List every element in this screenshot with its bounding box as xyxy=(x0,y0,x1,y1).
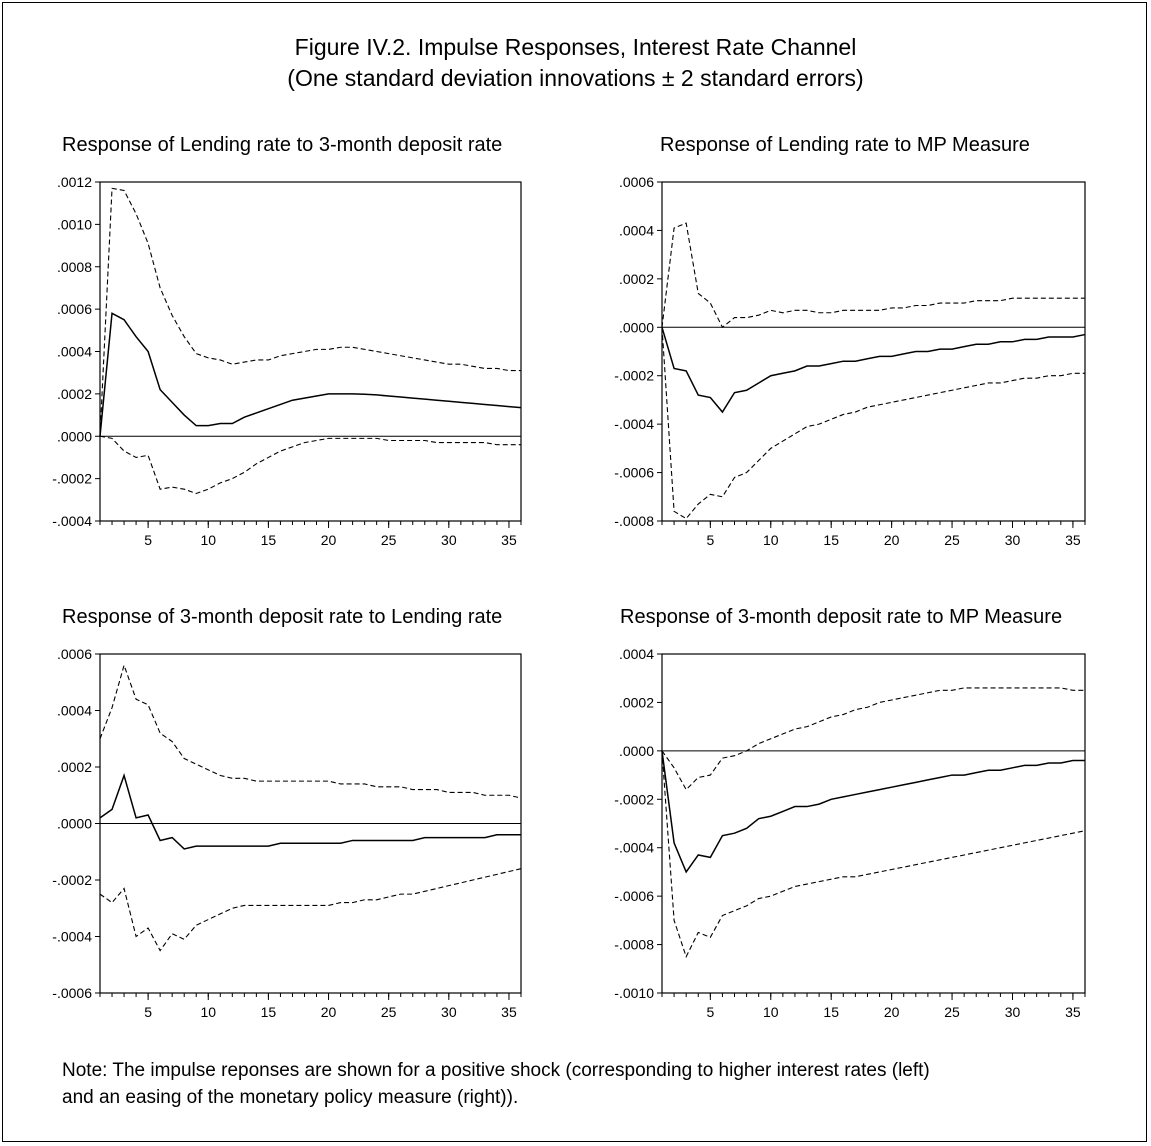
chart4-xtick-label: 30 xyxy=(1005,1004,1021,1020)
chart2-xtick-label: 20 xyxy=(884,532,900,548)
chart1-response-line xyxy=(99,312,522,437)
panel-title-1: Response of Lending rate to 3-month depo… xyxy=(62,134,503,156)
chart4-upper-band-line xyxy=(661,687,1085,791)
chart1-ytick-label: .0006 xyxy=(57,301,92,317)
chart2-upper-band-line xyxy=(661,222,1085,329)
chart1-xtick-label: 35 xyxy=(501,532,517,548)
chart2-ytick-label: -.0008 xyxy=(614,513,654,529)
chart1-ytick-label: -.0002 xyxy=(52,471,92,487)
chart4-ytick-label: -.0008 xyxy=(614,937,654,953)
chart1-xtick-label: 20 xyxy=(321,532,337,548)
figure-title-line1: Figure IV.2. Impulse Responses, Interest… xyxy=(294,34,857,60)
chart2-xtick-label: 5 xyxy=(706,532,714,548)
chart2-xtick-label: 10 xyxy=(763,532,779,548)
chart1-xtick-label: 5 xyxy=(144,532,152,548)
chart4-xtick-label: 10 xyxy=(763,1004,779,1020)
chart1-upper-band-line xyxy=(99,187,521,437)
chart2-ytick-label: -.0002 xyxy=(614,368,654,384)
chart2-lower-band-line xyxy=(661,327,1085,520)
chart3-xtick-label: 15 xyxy=(261,1004,277,1020)
figure-note: Note: The impulse reponses are shown for… xyxy=(62,1057,1142,1111)
chart3-lower-band-line xyxy=(99,868,522,952)
chart4-ytick-label: .0000 xyxy=(619,743,654,759)
chart2-xtick-label: 15 xyxy=(823,532,839,548)
chart1-ytick-label: .0000 xyxy=(57,428,92,444)
chart1-plot-frame xyxy=(99,181,522,522)
chart3-xtick-label: 35 xyxy=(501,1004,517,1020)
panel-title-4: Response of 3-month deposit rate to MP M… xyxy=(620,606,1063,628)
note-line2: and an easing of the monetary policy mea… xyxy=(62,1087,519,1108)
panel-title-3: Response of 3-month deposit rate to Lend… xyxy=(62,606,503,628)
chart3-ytick-label: .0006 xyxy=(57,646,92,662)
chart1-ytick-label: .0008 xyxy=(57,259,92,275)
chart4-ytick-label: .0002 xyxy=(619,694,654,710)
chart2-ytick-label: -.0004 xyxy=(614,416,654,432)
chart4-ytick-label: -.0006 xyxy=(614,888,654,904)
chart4-ytick-label: -.0002 xyxy=(614,791,654,807)
chart4-xtick-label: 20 xyxy=(884,1004,900,1020)
chart3-xtick-label: 20 xyxy=(321,1004,337,1020)
chart4-xtick-label: 15 xyxy=(823,1004,839,1020)
chart3-ytick-label: .0002 xyxy=(57,759,92,775)
figure-subtitle: (One standard deviation innovations ± 2 … xyxy=(287,65,864,91)
chart1-xtick-label: 30 xyxy=(441,532,457,548)
chart2-response-line xyxy=(661,327,1086,414)
chart2-ytick-label: .0006 xyxy=(619,174,654,190)
chart3-xtick-label: 30 xyxy=(441,1004,457,1020)
chart3-ytick-label: -.0006 xyxy=(52,985,92,1001)
chart4-lower-band-line xyxy=(661,750,1086,959)
chart4-ytick-label: .0004 xyxy=(619,646,654,662)
chart1-ytick-label: .0002 xyxy=(57,386,92,402)
chart1-lower-band-line xyxy=(99,435,521,495)
chart1-xtick-label: 25 xyxy=(381,532,397,548)
chart1-ytick-label: -.0004 xyxy=(52,513,92,529)
chart4-xtick-label: 5 xyxy=(706,1004,714,1020)
chart3-upper-band-line xyxy=(99,663,522,799)
chart4-xtick-label: 25 xyxy=(944,1004,960,1020)
chart1-ytick-label: .0004 xyxy=(57,344,92,360)
chart2-ytick-label: .0000 xyxy=(619,319,654,335)
chart3-ytick-label: -.0002 xyxy=(52,872,92,888)
chart3-xtick-label: 5 xyxy=(144,1004,152,1020)
chart2-plot-frame xyxy=(661,181,1086,522)
panel-title-2: Response of Lending rate to MP Measure xyxy=(660,134,1030,156)
chart4-xtick-label: 35 xyxy=(1065,1004,1081,1020)
chart3-response-line xyxy=(99,773,521,850)
chart2-xtick-label: 25 xyxy=(944,532,960,548)
chart4-plot-frame xyxy=(661,653,1086,994)
figure-title: Figure IV.2. Impulse Responses, Interest… xyxy=(0,32,1151,94)
chart3-ytick-label: .0004 xyxy=(57,703,92,719)
chart1-xtick-label: 15 xyxy=(261,532,277,548)
chart4-ytick-label: -.0010 xyxy=(614,985,654,1001)
note-line1: Note: The impulse reponses are shown for… xyxy=(62,1060,930,1081)
chart2-ytick-label: .0002 xyxy=(619,271,654,287)
chart2-xtick-label: 30 xyxy=(1005,532,1021,548)
chart1-ytick-label: .0012 xyxy=(57,174,92,190)
chart1-ytick-label: .0010 xyxy=(57,216,92,232)
chart3-ytick-label: -.0004 xyxy=(52,929,92,945)
chart2-ytick-label: -.0006 xyxy=(614,465,654,481)
chart4-response-line xyxy=(661,750,1085,874)
chart2-ytick-label: .0004 xyxy=(619,222,654,238)
chart1-xtick-label: 10 xyxy=(200,532,216,548)
chart3-ytick-label: .0000 xyxy=(57,816,92,832)
chart3-xtick-label: 25 xyxy=(381,1004,397,1020)
chart4-ytick-label: -.0004 xyxy=(614,840,654,856)
chart2-xtick-label: 35 xyxy=(1065,532,1081,548)
chart3-xtick-label: 10 xyxy=(200,1004,216,1020)
